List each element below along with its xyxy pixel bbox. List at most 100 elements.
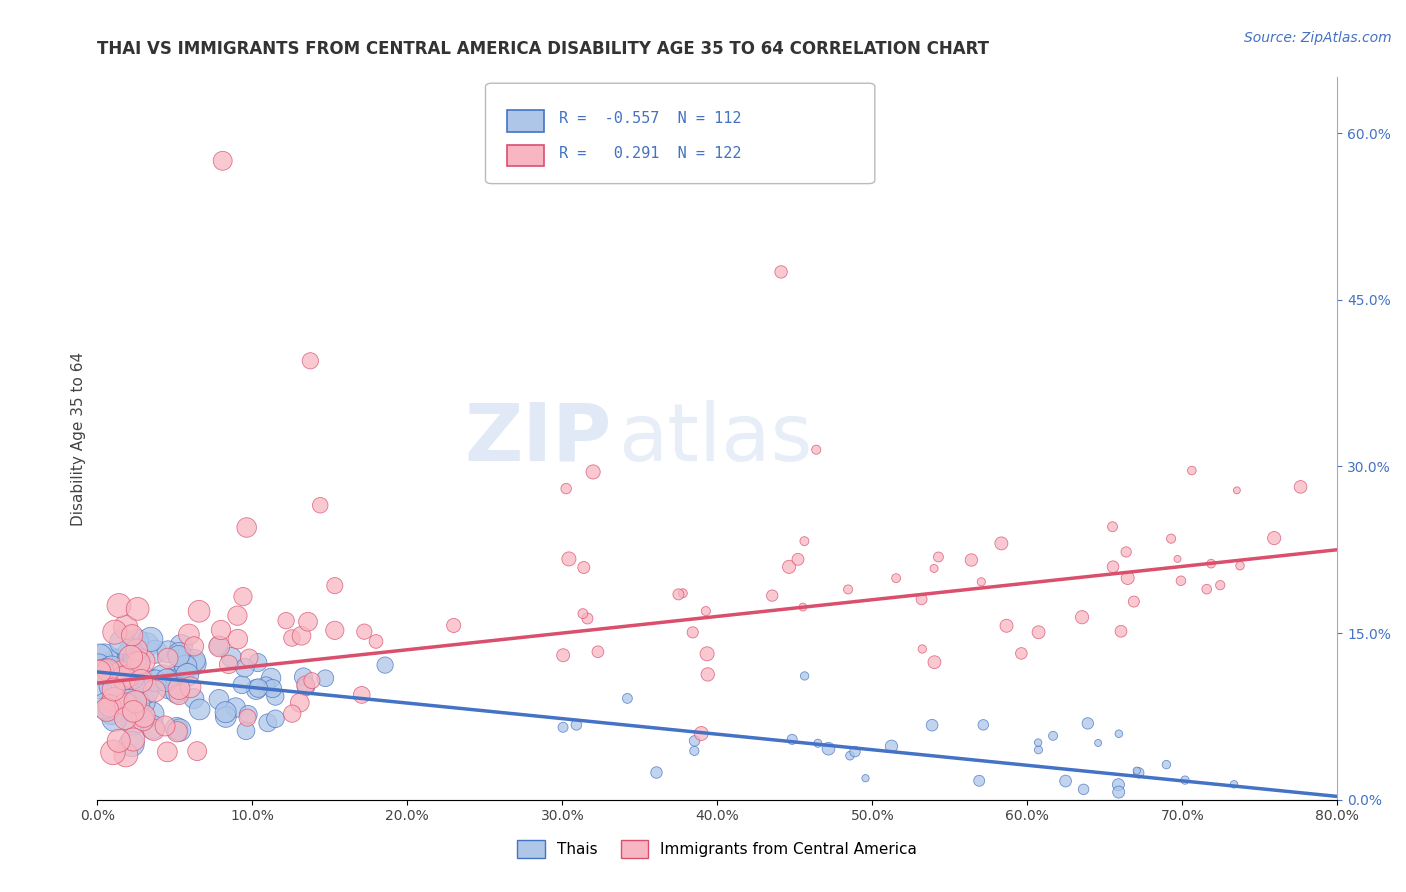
Point [183, 640, 205, 654]
Point [555, 482, 578, 496]
Point [173, 650, 195, 665]
Point [1166, 552, 1188, 566]
Text: atlas: atlas [619, 400, 813, 477]
Point [112, 671, 135, 685]
Text: THAI VS IMMIGRANTS FROM CENTRAL AMERICA DISABILITY AGE 35 TO 64 CORRELATION CHAR: THAI VS IMMIGRANTS FROM CENTRAL AMERICA … [97, 40, 990, 58]
Point [96, 702, 118, 716]
Point [157, 681, 180, 695]
Point [142, 673, 165, 688]
Point [350, 688, 373, 702]
Point [218, 657, 240, 672]
Point [1199, 557, 1222, 571]
Point [1102, 559, 1125, 574]
Point [1107, 778, 1129, 792]
Point [129, 673, 152, 688]
Point [553, 648, 575, 663]
Point [807, 736, 830, 750]
Point [806, 442, 828, 457]
Point [1223, 777, 1246, 791]
Point [120, 657, 142, 672]
Point [167, 649, 190, 664]
Point [1101, 520, 1123, 534]
Point [157, 645, 180, 659]
Point [921, 718, 943, 732]
Point [837, 582, 859, 597]
Point [778, 559, 800, 574]
Point [215, 710, 238, 724]
Point [98, 698, 121, 713]
Point [188, 604, 211, 618]
Point [121, 737, 143, 751]
Point [124, 657, 146, 671]
Point [1209, 578, 1232, 592]
Point [214, 705, 236, 719]
Point [281, 631, 304, 645]
Point [288, 696, 311, 710]
Point [1289, 480, 1312, 494]
Point [132, 709, 155, 723]
Point [1126, 764, 1149, 778]
Point [100, 705, 122, 719]
Point [695, 604, 717, 618]
Point [188, 702, 211, 716]
Point [156, 673, 179, 688]
Point [922, 561, 945, 575]
Point [135, 638, 157, 652]
Point [145, 673, 167, 688]
Point [364, 634, 387, 648]
Point [1054, 774, 1077, 789]
Point [125, 633, 148, 648]
Point [443, 618, 465, 632]
Point [761, 589, 783, 603]
Point [262, 681, 284, 696]
Point [166, 724, 188, 739]
Point [256, 715, 278, 730]
Point [103, 712, 125, 726]
Point [207, 639, 229, 653]
Point [1109, 624, 1132, 639]
Point [616, 691, 638, 706]
Point [235, 520, 257, 534]
Point [87, 665, 110, 679]
Point [1229, 558, 1251, 573]
Point [127, 696, 149, 710]
Point [233, 661, 256, 675]
Point [186, 744, 208, 758]
Point [166, 722, 188, 736]
Point [264, 712, 287, 726]
Point [156, 745, 179, 759]
Point [793, 669, 815, 683]
Point [565, 718, 588, 732]
Point [1226, 483, 1249, 498]
Point [290, 629, 312, 643]
Point [128, 656, 150, 670]
Point [1174, 773, 1197, 788]
Point [87, 678, 110, 692]
Point [174, 659, 197, 673]
Point [582, 465, 605, 479]
Point [683, 744, 706, 758]
Point [960, 553, 983, 567]
Point [683, 734, 706, 748]
Point [281, 706, 304, 721]
Point [1263, 531, 1285, 545]
Point [141, 720, 163, 734]
Point [1028, 743, 1050, 757]
Point [231, 678, 253, 692]
Point [995, 619, 1018, 633]
FancyBboxPatch shape [485, 83, 875, 184]
Point [97, 663, 120, 677]
Point [254, 679, 277, 693]
Point [122, 716, 145, 731]
Point [110, 665, 132, 679]
Point [163, 673, 186, 688]
Point [880, 739, 903, 754]
Point [1010, 647, 1032, 661]
Point [1077, 716, 1099, 731]
Point [107, 734, 129, 748]
Point [672, 586, 695, 600]
Point [844, 745, 866, 759]
Point [770, 265, 793, 279]
Point [100, 679, 122, 693]
Point [101, 745, 124, 759]
